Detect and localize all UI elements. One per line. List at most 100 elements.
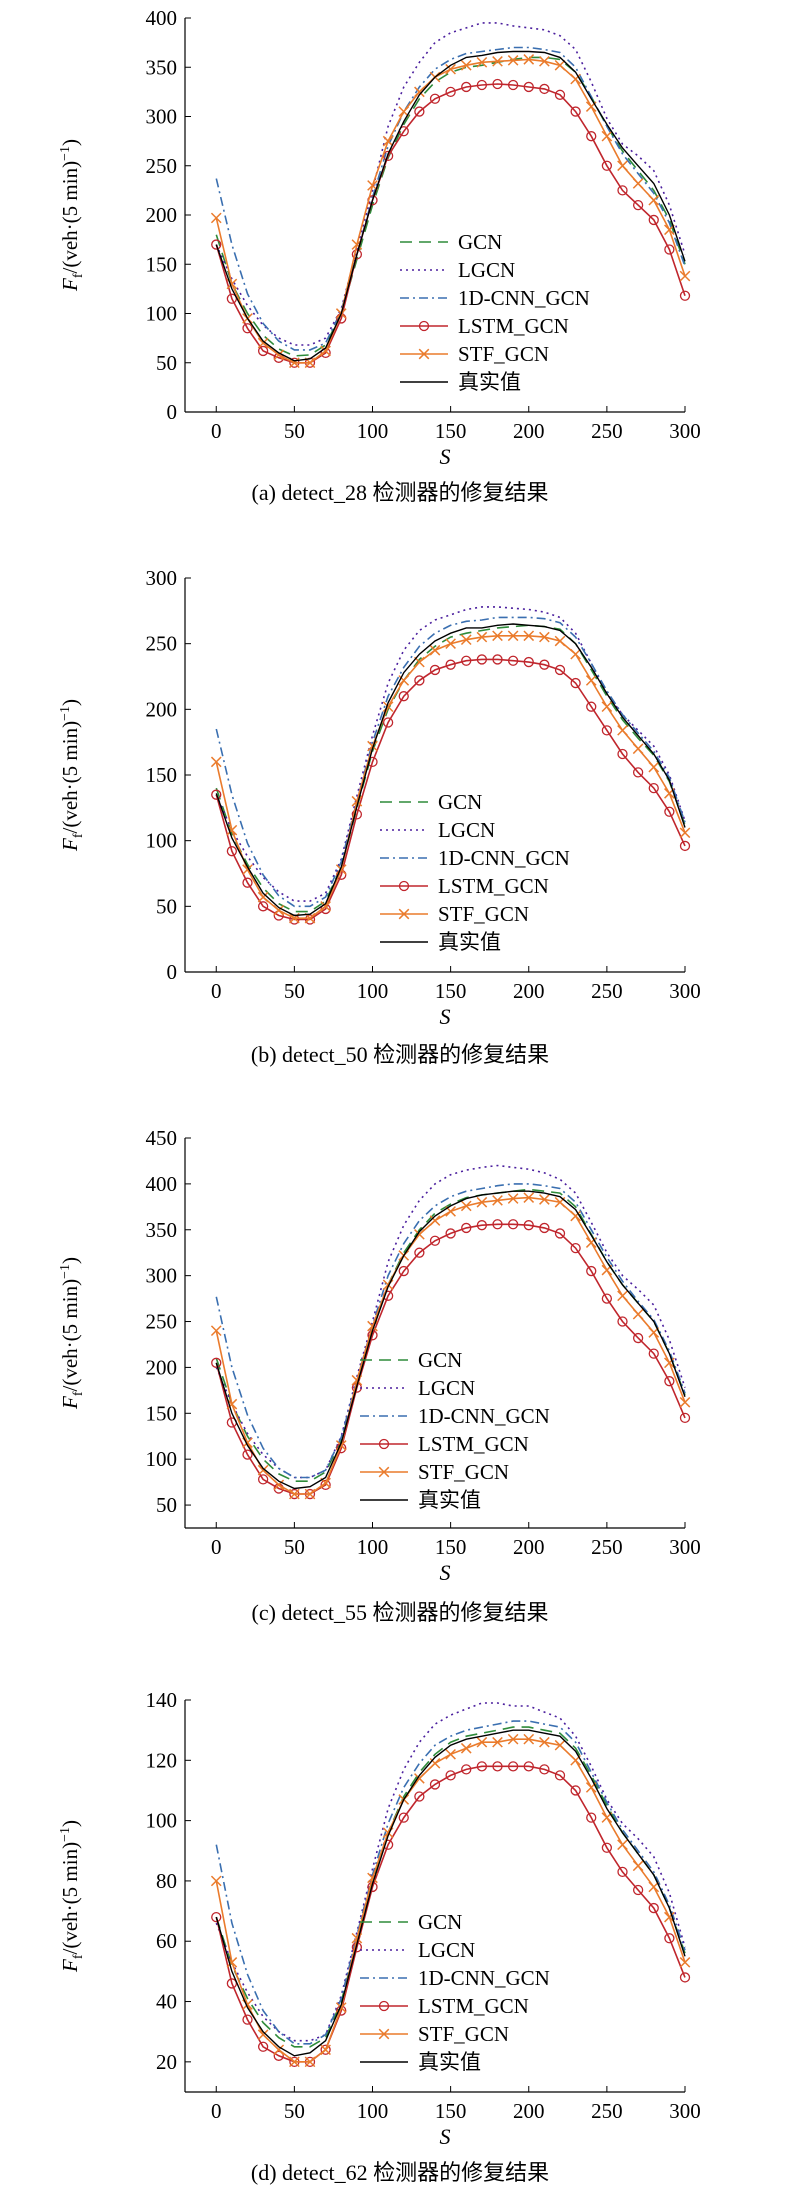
lstm-gcn-point (257, 901, 269, 912)
stf-gcn-point (554, 1739, 566, 1751)
lstm-gcn-point (664, 1933, 675, 1944)
lstm-gcn-point (445, 1770, 456, 1781)
x-tick-label: 0 (211, 2099, 222, 2123)
stf-gcn-point (632, 1308, 644, 1320)
x-tick-label: 100 (357, 979, 389, 1003)
lstm-gcn-point (257, 2041, 269, 2052)
lstm-gcn-point (351, 249, 363, 260)
stf-gcn-point (304, 1488, 316, 1500)
lstm-gcn-point (570, 1785, 581, 1796)
legend-label: LGCN (418, 1376, 475, 1400)
chart-panel-a: 0 50 100 150 200 250 300 350 400 0 50 100 150 200 250 3… (58, 6, 701, 505)
series-line-lstm-gcn (215, 658, 686, 921)
lstm-gcn-point (445, 1228, 456, 1239)
stf-gcn-point (664, 1357, 675, 1369)
stf-gcn-point (617, 1290, 628, 1302)
lstm-gcn-point (617, 1316, 628, 1327)
lstm-gcn-point (617, 748, 628, 760)
lstm-gcn-point (429, 664, 441, 676)
lstm-gcn-point (679, 290, 691, 301)
y-tick-label: 100 (146, 829, 178, 853)
lstm-gcn-point (554, 1770, 566, 1781)
x-axis-label: S (440, 2124, 451, 2149)
y-tick-label: 200 (146, 1355, 178, 1379)
y-axis-label: Ff/(veh·(5 min)−1) (58, 1820, 86, 1973)
stf-gcn-point (601, 130, 613, 142)
lstm-gcn-point (445, 659, 456, 670)
series-line-lgcn (215, 1164, 686, 1479)
lstm-gcn-point (601, 1842, 613, 1853)
y-tick-label: 60 (156, 1929, 177, 1953)
panel-caption: (a) detect_28 检测器的修复结果 (252, 480, 549, 505)
legend-label: LSTM_GCN (458, 314, 569, 338)
stf-gcn-point (507, 55, 519, 66)
lstm-gcn-point (632, 199, 644, 211)
y-tick-label: 350 (146, 55, 178, 79)
lstm-gcn-point (570, 677, 581, 689)
x-tick-label: 200 (513, 419, 545, 443)
stf-gcn-point (320, 345, 331, 357)
stf-gcn-point (445, 1748, 456, 1760)
x-tick-label: 150 (435, 2099, 467, 2123)
legend-label: 真实值 (438, 930, 501, 954)
legend-label: 1D-CNN_GCN (458, 286, 590, 310)
x-tick-label: 100 (357, 419, 389, 443)
legend-marker (378, 2028, 390, 2040)
stf-gcn-point (445, 63, 456, 75)
legend-marker (418, 348, 430, 360)
lstm-gcn-point (507, 79, 519, 91)
legend-label: LGCN (458, 258, 515, 282)
series-line-lgcn (215, 1702, 686, 2042)
stf-gcn-point (554, 635, 566, 647)
lstm-gcn-point (492, 78, 503, 90)
stf-gcn-point (523, 1192, 535, 1203)
stf-gcn-point (523, 54, 535, 65)
chart-panel-b: 0 50 100 150 200 250 300 0 50 100 150 200 250 300 S Ff/… (58, 566, 701, 1067)
series-line-ground-truth (215, 1729, 686, 2057)
lstm-gcn-point (398, 1812, 409, 1823)
stf-gcn-point (632, 178, 644, 189)
x-axis-label: S (440, 1004, 451, 1029)
lstm-gcn-point (429, 1235, 441, 1246)
lstm-gcn-point (461, 1764, 472, 1775)
lstm-gcn-point (679, 1972, 691, 1983)
lstm-gcn-point (242, 2014, 253, 2025)
stf-gcn-point (351, 795, 363, 807)
lstm-gcn-point (461, 655, 472, 666)
lstm-gcn-point (351, 809, 363, 820)
lstm-gcn-point (414, 1791, 425, 1802)
stf-gcn-point (523, 1733, 535, 1745)
lstm-gcn-point (273, 2050, 284, 2061)
x-tick-label: 0 (211, 1535, 222, 1559)
stf-gcn-point (429, 1215, 441, 1226)
y-tick-label: 50 (156, 1493, 177, 1517)
legend: GCN LGCN 1D-CNN_GCN LSTM_GCN STF_GCN 真实值 (360, 1348, 550, 1512)
stf-gcn-point (429, 644, 441, 656)
stf-gcn-point (273, 2044, 285, 2056)
stf-gcn-point (320, 901, 331, 912)
x-tick-label: 200 (513, 979, 545, 1003)
y-tick-label: 450 (146, 1126, 178, 1150)
stf-gcn-point (679, 827, 691, 839)
x-tick-label: 50 (284, 979, 305, 1003)
stf-gcn-point (507, 630, 519, 642)
x-tick-label: 50 (284, 1535, 305, 1559)
stf-gcn-point (273, 1479, 285, 1491)
panel-caption: (b) detect_50 检测器的修复结果 (251, 1042, 549, 1067)
stf-gcn-point (257, 1464, 269, 1476)
y-tick-label: 300 (146, 566, 178, 590)
legend-label: GCN (458, 230, 502, 254)
lstm-gcn-point (461, 1222, 472, 1234)
y-tick-label: 150 (146, 1401, 178, 1425)
lstm-gcn-point (429, 93, 441, 104)
stf-gcn-point (257, 2029, 269, 2041)
lstm-gcn-point (320, 2044, 331, 2055)
stf-gcn-point (507, 1733, 519, 1745)
stf-gcn-point (539, 56, 550, 67)
lstm-gcn-point (507, 1761, 519, 1772)
stf-gcn-point (460, 1200, 472, 1212)
lstm-gcn-point (570, 106, 581, 117)
x-tick-label: 300 (669, 419, 701, 443)
legend-label: 真实值 (418, 1488, 481, 1512)
series-line-ground-truth (215, 1190, 686, 1490)
